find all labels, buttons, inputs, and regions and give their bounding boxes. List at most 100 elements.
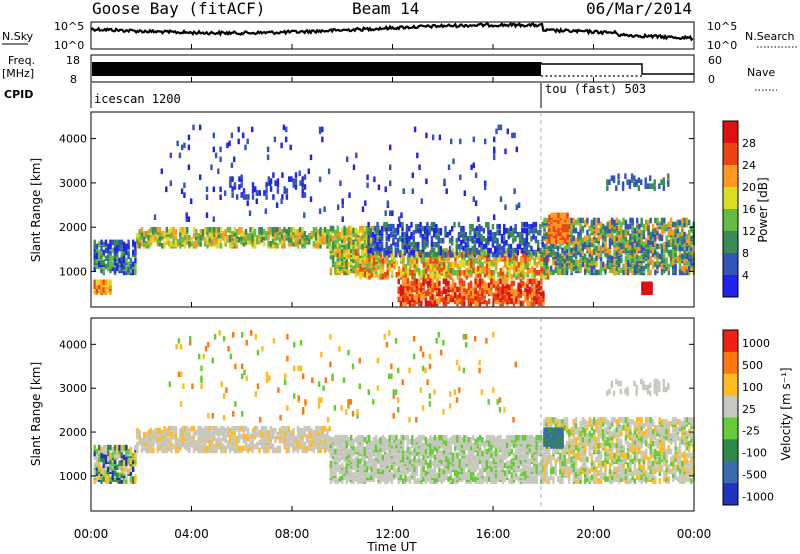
power-cell xyxy=(345,227,348,234)
velocity-cell xyxy=(217,427,220,434)
power-cell xyxy=(368,268,371,274)
velocity-cell xyxy=(338,448,342,455)
power-cell xyxy=(448,251,452,258)
power-cell xyxy=(649,255,652,262)
velocity-cell xyxy=(253,443,257,450)
velocity-cell xyxy=(136,431,139,438)
date-title: 06/Mar/2014 xyxy=(586,0,692,18)
velocity-cell xyxy=(350,470,353,476)
power-cell xyxy=(528,300,532,307)
power-cell xyxy=(622,269,625,276)
power-cell xyxy=(187,144,191,151)
velocity-cell xyxy=(329,452,333,459)
power-cell xyxy=(258,190,261,196)
velocity-cell xyxy=(372,476,376,482)
velocity-cell xyxy=(361,476,364,482)
power-cell xyxy=(451,290,455,297)
power-cell xyxy=(568,223,571,230)
power-cell xyxy=(513,262,516,268)
power-cell xyxy=(515,204,518,210)
velocity-cell xyxy=(120,450,123,457)
power-cell xyxy=(535,262,539,268)
power-cell xyxy=(303,192,307,198)
power-cell xyxy=(445,278,448,285)
power-cell xyxy=(669,229,673,236)
velocity-cell xyxy=(120,478,123,484)
power-cell xyxy=(424,274,428,280)
power-cell xyxy=(511,132,514,139)
power-cell xyxy=(222,235,225,241)
velocity-cell xyxy=(262,435,266,442)
velocity-cell xyxy=(134,474,137,480)
velocity-cell xyxy=(336,460,339,467)
power-cell xyxy=(611,255,614,262)
power-cell xyxy=(161,231,164,237)
power-cell xyxy=(424,300,428,307)
velocity-cell xyxy=(238,435,241,442)
power-cell xyxy=(410,221,413,228)
power-cell xyxy=(421,225,424,232)
power-cell xyxy=(120,239,123,246)
power-cell xyxy=(599,221,603,228)
velocity-cell xyxy=(384,478,387,484)
power-cell xyxy=(363,272,367,278)
power-cell xyxy=(633,255,637,262)
power-cell xyxy=(244,229,248,235)
power-cell xyxy=(688,245,691,252)
power-cell xyxy=(669,237,673,244)
power-cell xyxy=(328,233,331,239)
power-cell xyxy=(176,239,180,245)
power-cell xyxy=(292,241,295,247)
power-cell xyxy=(624,173,627,179)
power-cell xyxy=(552,241,555,248)
power-cell xyxy=(667,269,670,276)
power-cell xyxy=(439,245,443,252)
power-cell xyxy=(431,278,434,285)
velocity-cell xyxy=(111,446,114,453)
power-cell xyxy=(388,260,392,266)
power-cell xyxy=(408,251,411,258)
power-cell xyxy=(387,223,391,230)
power-cell xyxy=(514,235,517,242)
power-cell xyxy=(138,229,141,235)
power-cell xyxy=(512,247,515,254)
power-cell xyxy=(662,185,665,191)
power-cell xyxy=(269,186,273,192)
power-cell xyxy=(181,231,184,237)
power-cell xyxy=(456,264,459,270)
power-cell xyxy=(439,237,443,244)
power-cell xyxy=(378,245,382,252)
power-cell xyxy=(577,265,580,272)
power-cell xyxy=(474,282,477,289)
power-cell xyxy=(111,255,114,262)
power-cell xyxy=(419,227,422,234)
power-cbar-label: Power [dB] xyxy=(756,177,770,242)
velocity-cell xyxy=(244,433,248,440)
velocity-cell xyxy=(341,452,344,459)
power-cell xyxy=(554,259,557,266)
power-cell xyxy=(361,206,365,212)
power-cell xyxy=(361,233,364,240)
power-cell xyxy=(438,134,442,141)
power-cell xyxy=(611,217,614,224)
velocity-cell xyxy=(345,462,348,469)
power-cell xyxy=(381,264,385,270)
power-cell xyxy=(561,212,565,219)
power-cell xyxy=(465,274,468,280)
velocity-cell xyxy=(397,470,400,476)
power-cell xyxy=(454,252,457,258)
velocity-cell xyxy=(95,468,99,475)
velocity-cell xyxy=(269,441,272,448)
power-cell xyxy=(602,261,605,268)
power-cell xyxy=(681,217,684,224)
velocity-cell xyxy=(303,429,306,436)
power-cell xyxy=(348,192,351,198)
velocity-cell xyxy=(305,425,309,432)
velocity-cell xyxy=(331,476,335,482)
power-cell xyxy=(424,290,428,297)
velocity-cell xyxy=(116,464,119,471)
power-cell xyxy=(457,221,461,228)
power-cell xyxy=(262,241,266,247)
power-cell xyxy=(593,217,596,224)
power-cell xyxy=(593,243,596,250)
